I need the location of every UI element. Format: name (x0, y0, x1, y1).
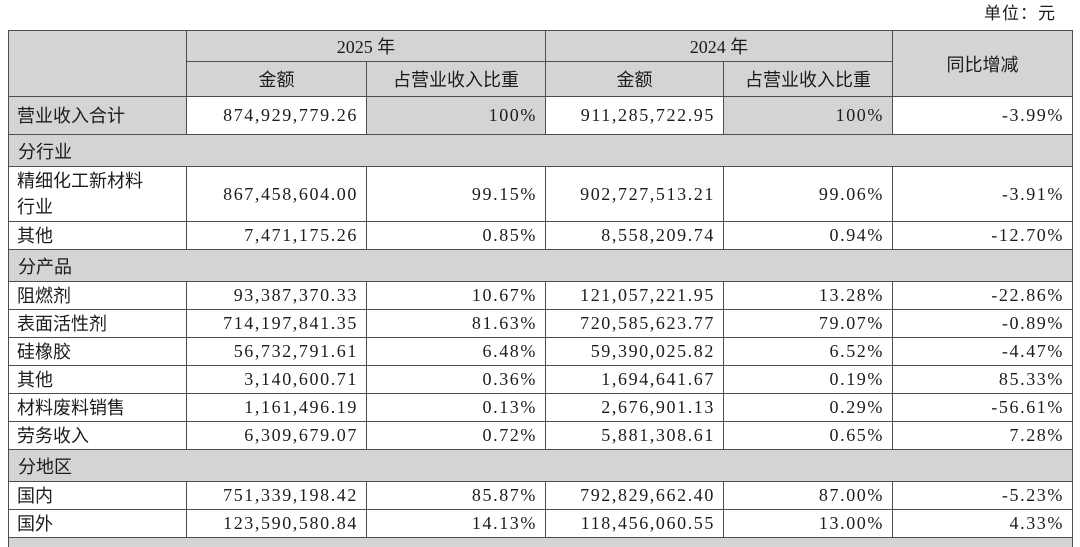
row-label: 其他 (8, 365, 187, 394)
yoy-cell: -5.23% (892, 481, 1073, 510)
pct-2025-cell: 85.87% (366, 481, 546, 510)
table-row-total: 营业收入合计 874,929,779.26 100% 911,285,722.9… (8, 96, 1073, 135)
pct-2025-cell: 10.67% (366, 281, 546, 310)
amount-2025-cell: 93,387,370.33 (186, 281, 367, 310)
pct-2024-cell: 79.07% (723, 309, 893, 338)
amount-2025-cell: 874,929,779.26 (186, 96, 367, 135)
row-label: 劳务收入 (8, 421, 187, 450)
section-label: 分产品 (8, 249, 1073, 282)
header-pct-2025: 占营业收入比重 (366, 61, 546, 97)
header-row-metrics: 金额 占营业收入比重 金额 占营业收入比重 (9, 61, 1073, 97)
header-pct-2024: 占营业收入比重 (723, 61, 893, 97)
pct-2024-cell: 13.00% (723, 509, 893, 538)
amount-2024-cell: 2,676,901.13 (545, 393, 724, 422)
section-label: 分行业 (8, 134, 1073, 167)
amount-2024-cell: 792,829,662.40 (545, 481, 724, 510)
yoy-cell: -3.91% (892, 166, 1073, 222)
amount-2025-cell: 751,339,198.42 (186, 481, 367, 510)
table-row-overseas: 国外 123,590,580.84 14.13% 118,456,060.55 … (8, 509, 1073, 538)
table-row-fine-chem: 精细化工新材料 行业 867,458,604.00 99.15% 902,727… (8, 166, 1073, 222)
table-row-labor-income: 劳务收入 6,309,679.07 0.72% 5,881,308.61 0.6… (8, 421, 1073, 450)
pct-2024-cell: 13.28% (723, 281, 893, 310)
amount-2025-cell: 6,309,679.07 (186, 421, 367, 450)
amount-2024-cell: 121,057,221.95 (545, 281, 724, 310)
pct-2024-cell: 0.19% (723, 365, 893, 394)
pct-2025-cell: 0.13% (366, 393, 546, 422)
table-row-silicone-rubber: 硅橡胶 56,732,791.61 6.48% 59,390,025.82 6.… (8, 337, 1073, 366)
yoy-cell: -3.99% (892, 96, 1073, 135)
section-row-product: 分产品 (8, 249, 1073, 282)
section-row-partial (8, 537, 1073, 547)
row-label: 国外 (8, 509, 187, 538)
row-label: 其他 (8, 221, 187, 250)
yoy-cell: -22.86% (892, 281, 1073, 310)
amount-2024-cell: 118,456,060.55 (545, 509, 724, 538)
row-label: 精细化工新材料 行业 (8, 166, 187, 222)
amount-2024-cell: 5,881,308.61 (545, 421, 724, 450)
amount-2024-cell: 720,585,623.77 (545, 309, 724, 338)
table-row-industry-other: 其他 7,471,175.26 0.85% 8,558,209.74 0.94%… (8, 221, 1073, 250)
amount-2024-cell: 911,285,722.95 (545, 96, 724, 135)
pct-2024-cell: 0.94% (723, 221, 893, 250)
amount-2025-cell: 3,140,600.71 (186, 365, 367, 394)
pct-2025-cell: 0.72% (366, 421, 546, 450)
yoy-cell: -0.89% (892, 309, 1073, 338)
yoy-cell: -56.61% (892, 393, 1073, 422)
table-row-surfactant: 表面活性剂 714,197,841.35 81.63% 720,585,623.… (8, 309, 1073, 338)
amount-2025-cell: 867,458,604.00 (186, 166, 367, 222)
section-partial-cell (8, 537, 1073, 547)
amount-2024-cell: 8,558,209.74 (545, 221, 724, 250)
pct-2024-cell: 87.00% (723, 481, 893, 510)
pct-2025-cell: 6.48% (366, 337, 546, 366)
yoy-cell: 4.33% (892, 509, 1073, 538)
amount-2025-cell: 56,732,791.61 (186, 337, 367, 366)
amount-2025-cell: 7,471,175.26 (186, 221, 367, 250)
amount-2024-cell: 902,727,513.21 (545, 166, 724, 222)
yoy-cell: 85.33% (892, 365, 1073, 394)
pct-2025-cell: 0.85% (366, 221, 546, 250)
pct-2025-cell: 14.13% (366, 509, 546, 538)
yoy-cell: -12.70% (892, 221, 1073, 250)
row-label: 硅橡胶 (8, 337, 187, 366)
table-row-domestic: 国内 751,339,198.42 85.87% 792,829,662.40 … (8, 481, 1073, 510)
header-yoy: 同比增减 (892, 30, 1073, 97)
section-row-industry: 分行业 (8, 134, 1073, 167)
row-label: 阻燃剂 (8, 281, 187, 310)
pct-2024-cell: 0.29% (723, 393, 893, 422)
pct-2025-cell: 100% (366, 96, 546, 135)
header-amount-2024: 金额 (545, 61, 724, 97)
pct-2024-cell: 6.52% (723, 337, 893, 366)
pct-2025-cell: 99.15% (366, 166, 546, 222)
table-row-scrap-sales: 材料废料销售 1,161,496.19 0.13% 2,676,901.13 0… (8, 393, 1073, 422)
pct-2025-cell: 0.36% (366, 365, 546, 394)
section-row-region: 分地区 (8, 449, 1073, 482)
section-label: 分地区 (8, 449, 1073, 482)
row-label: 表面活性剂 (8, 309, 187, 338)
revenue-breakdown-table: 2025 年 2024 年 同比增减 金额 占营业收入比重 金额 占营业收入比重… (8, 30, 1073, 547)
header-amount-2025: 金额 (186, 61, 367, 97)
pct-2024-cell: 99.06% (723, 166, 893, 222)
yoy-cell: -4.47% (892, 337, 1073, 366)
amount-2025-cell: 1,161,496.19 (186, 393, 367, 422)
amount-2025-cell: 714,197,841.35 (186, 309, 367, 338)
row-label: 营业收入合计 (8, 96, 187, 135)
header-year-2025: 2025 年 (186, 30, 546, 62)
amount-2024-cell: 1,694,641.67 (545, 365, 724, 394)
header-empty-corner (8, 30, 187, 97)
pct-2025-cell: 81.63% (366, 309, 546, 338)
amount-2024-cell: 59,390,025.82 (545, 337, 724, 366)
amount-2025-cell: 123,590,580.84 (186, 509, 367, 538)
unit-label: 单位：元 (984, 4, 1056, 23)
pct-2024-cell: 0.65% (723, 421, 893, 450)
row-label: 国内 (8, 481, 187, 510)
yoy-cell: 7.28% (892, 421, 1073, 450)
header-row-years: 2025 年 2024 年 同比增减 (8, 30, 1073, 97)
table-row-product-other: 其他 3,140,600.71 0.36% 1,694,641.67 0.19%… (8, 365, 1073, 394)
pct-2024-cell: 100% (723, 96, 893, 135)
row-label: 材料废料销售 (8, 393, 187, 422)
header-year-2024: 2024 年 (545, 30, 893, 62)
table-row-flame-retardant: 阻燃剂 93,387,370.33 10.67% 121,057,221.95 … (8, 281, 1073, 310)
